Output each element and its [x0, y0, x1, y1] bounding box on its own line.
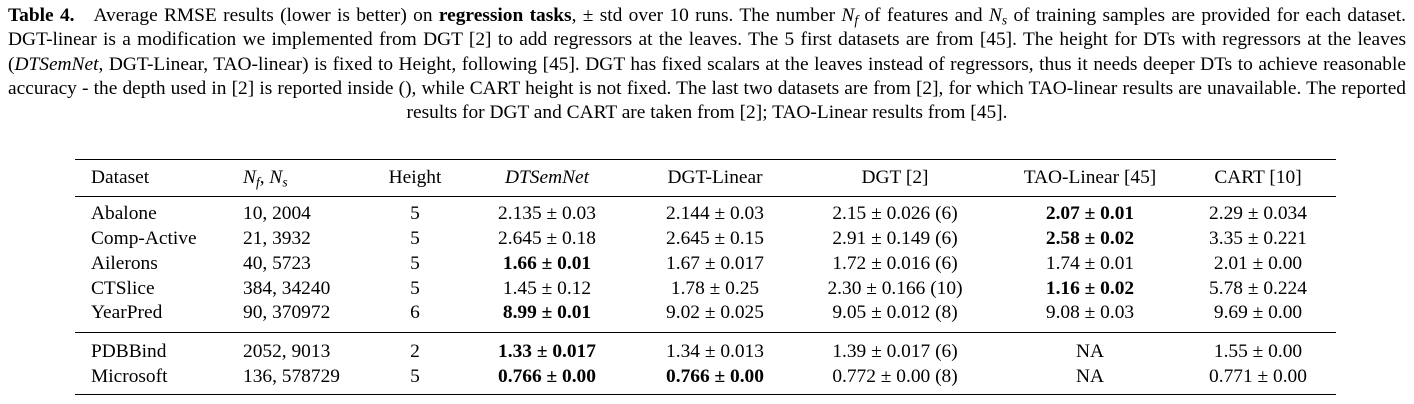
table-cell: 2.29 ± 0.034	[1209, 203, 1307, 224]
table-cell: 9.05 ± 0.012 (8)	[832, 302, 958, 323]
table-cell: 136, 578729	[243, 366, 340, 387]
table-cell: 40, 5723	[243, 253, 311, 274]
table-cell: 5	[410, 278, 420, 299]
top-rule	[75, 159, 1336, 161]
table-cell: 1.74 ± 0.01	[1045, 253, 1135, 274]
table-cell: 0.771 ± 0.00	[1209, 366, 1307, 387]
caption-math: s	[1001, 12, 1008, 28]
table-cell: 1.67 ± 0.017	[666, 253, 764, 274]
header-math: s	[282, 174, 288, 190]
table-cell: 3.35 ± 0.221	[1209, 228, 1307, 249]
caption-text: of features and	[858, 5, 989, 26]
table-cell: 5	[410, 203, 420, 224]
caption-text: of training samples are provided for eac…	[8, 5, 1407, 75]
table-cell: 1.72 ± 0.016 (6)	[832, 253, 958, 274]
header-cell: Height	[388, 167, 442, 188]
caption-text: regression tasks	[438, 5, 572, 26]
caption-text: , DGT-Linear, TAO-linear) is fixed to He…	[8, 53, 1406, 124]
caption-math: N	[988, 5, 1002, 26]
table-cell: 2.30 ± 0.166 (10)	[827, 278, 963, 299]
table-cell: 1.78 ± 0.25	[670, 278, 760, 299]
row-label: Microsoft	[91, 366, 168, 387]
table-caption: Table 4. Average RMSE results (lower is …	[8, 4, 1406, 125]
caption-text: DTSemNet	[14, 53, 99, 75]
bottom-rule	[75, 394, 1336, 396]
table-cell: 2052, 9013	[243, 341, 331, 362]
table-cell: NA	[1075, 366, 1105, 387]
table-cell: 0.772 ± 0.00 (8)	[832, 366, 958, 387]
table-cell: 5	[410, 228, 420, 249]
table-cell: NA	[1075, 341, 1105, 362]
table-cell: 384, 34240	[243, 278, 331, 299]
row-label: PDBBind	[91, 341, 167, 362]
table-cell: 5.78 ± 0.224	[1209, 278, 1307, 299]
caption-math: N	[841, 5, 855, 26]
table-cell: 1.55 ± 0.00	[1213, 341, 1303, 362]
table-cell: 2.01 ± 0.00	[1213, 253, 1303, 274]
table-cell: 2.91 ± 0.149 (6)	[832, 228, 958, 249]
table-cell: 5	[410, 366, 420, 387]
table-cell: 1.34 ± 0.013	[666, 341, 764, 362]
table-cell: 1.33 ± 0.017	[498, 341, 596, 362]
caption-label: Table 4.	[8, 5, 75, 26]
table-cell: 2.645 ± 0.15	[666, 228, 764, 249]
row-label: CTSlice	[91, 278, 155, 299]
table-cell: 2	[410, 341, 420, 362]
table-cell: 9.69 ± 0.00	[1213, 302, 1303, 323]
header-cell: Nf, Ns	[243, 167, 288, 189]
header-math: f	[255, 174, 260, 190]
table-cell: 2.645 ± 0.18	[498, 228, 596, 249]
header-math: N	[269, 167, 283, 188]
header-math: ,	[259, 167, 270, 188]
header-cell: CART [10]	[1214, 167, 1302, 188]
row-label: Comp-Active	[91, 228, 197, 249]
table-cell: 9.08 ± 0.03	[1045, 302, 1135, 323]
table-cell: 21, 3932	[243, 228, 311, 249]
table-cell: 1.39 ± 0.017 (6)	[832, 341, 958, 362]
header-cell: DGT [2]	[861, 167, 929, 188]
table-cell: 2.58 ± 0.02	[1045, 228, 1135, 249]
header-cell: DTSemNet	[504, 167, 590, 188]
table-cell: 2.135 ± 0.03	[498, 203, 596, 224]
table-cell: 2.07 ± 0.01	[1045, 203, 1135, 224]
header-cell: Dataset	[91, 167, 150, 188]
caption-text: , ± std over 10 runs. The number	[571, 5, 842, 26]
table-cell: 9.02 ± 0.025	[666, 302, 764, 323]
table-cell: 0.766 ± 0.00	[498, 366, 596, 387]
table-cell: 1.16 ± 0.02	[1045, 278, 1135, 299]
table-cell: 2.144 ± 0.03	[666, 203, 764, 224]
header-math: N	[243, 167, 256, 188]
table-cell: 2.15 ± 0.026 (6)	[832, 203, 958, 224]
table-cell: 6	[410, 302, 420, 323]
group-rule	[75, 332, 1336, 333]
table-cell: 10, 2004	[243, 203, 311, 224]
table-cell: 1.66 ± 0.01	[502, 253, 592, 274]
header-cell: DGT-Linear	[667, 167, 763, 188]
caption-math: f	[854, 12, 859, 28]
caption-text: Average RMSE results (lower is better) o…	[93, 5, 439, 26]
row-label: Ailerons	[91, 253, 158, 274]
table-cell: 90, 370972	[243, 302, 331, 323]
header-cell: TAO-Linear [45]	[1023, 167, 1157, 188]
table-cell: 5	[410, 253, 420, 274]
table-cell: 0.766 ± 0.00	[666, 366, 764, 387]
row-label: Abalone	[91, 203, 157, 224]
table-cell: 8.99 ± 0.01	[502, 302, 592, 323]
table-cell: 1.45 ± 0.12	[502, 278, 592, 299]
header-rule	[75, 196, 1336, 197]
row-label: YearPred	[91, 302, 163, 323]
